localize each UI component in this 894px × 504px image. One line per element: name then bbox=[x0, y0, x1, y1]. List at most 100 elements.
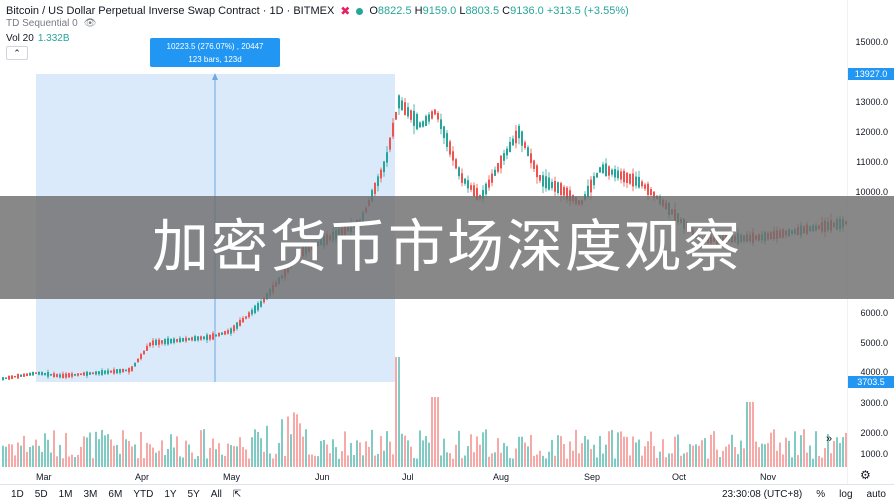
volume-bar bbox=[653, 446, 655, 467]
price-scale[interactable]: 15000.0 13927.0 13000.0 12000.0 11000.0 … bbox=[848, 0, 894, 460]
candle-body bbox=[371, 189, 373, 202]
volume-bar bbox=[14, 455, 16, 467]
volume-bar bbox=[254, 429, 256, 467]
candle-body bbox=[143, 350, 145, 355]
candle-body bbox=[437, 113, 439, 120]
range-1y[interactable]: 1Y bbox=[164, 489, 177, 500]
candle-body bbox=[626, 172, 628, 184]
goto-date-icon[interactable]: ⇱ bbox=[232, 489, 242, 500]
candle-body bbox=[521, 131, 523, 146]
clock-time[interactable]: 23:30:08 (UTC+8) bbox=[721, 489, 803, 500]
candle-body bbox=[599, 167, 601, 173]
collapse-legend-button[interactable]: ⌃ bbox=[6, 46, 28, 60]
candle-body bbox=[542, 175, 544, 187]
volume-bar bbox=[512, 458, 514, 467]
volume-bar bbox=[122, 430, 124, 467]
close-icon[interactable]: ✖ bbox=[340, 4, 351, 18]
eye-icon[interactable]: 👁 bbox=[83, 18, 97, 29]
candle-body bbox=[53, 373, 55, 378]
volume-bar bbox=[269, 453, 271, 467]
volume-bar bbox=[215, 449, 217, 467]
volume-bar bbox=[776, 450, 778, 467]
time-axis-month: Mar bbox=[36, 472, 52, 482]
volume-bar bbox=[146, 442, 148, 467]
bottom-toolbar: 1D 5D 1M 3M 6M YTD 1Y 5Y All ⇱ 23:30:08 … bbox=[0, 484, 894, 504]
volume-bar bbox=[449, 453, 451, 467]
volume-bar bbox=[83, 436, 85, 467]
volume-bar bbox=[206, 458, 208, 467]
volume-bar bbox=[515, 448, 517, 467]
volume-bar bbox=[191, 452, 193, 467]
candle-body bbox=[110, 370, 112, 373]
volume-bar bbox=[209, 447, 211, 467]
candle-body bbox=[629, 173, 631, 184]
candle-body bbox=[563, 187, 565, 196]
volume-bar bbox=[446, 452, 448, 467]
volume-bar bbox=[506, 446, 508, 467]
candle-body bbox=[404, 102, 406, 115]
volume-bar bbox=[638, 439, 640, 467]
volume-bar bbox=[41, 451, 43, 467]
volume-bar bbox=[758, 447, 760, 467]
range-1m[interactable]: 1M bbox=[58, 489, 73, 500]
volume-bar bbox=[716, 449, 718, 467]
price-tag-top: 13927.0 bbox=[848, 68, 894, 80]
volume-bar bbox=[482, 432, 484, 467]
candle-body bbox=[206, 334, 208, 341]
candle-body bbox=[203, 336, 205, 340]
volume-bar bbox=[332, 439, 334, 467]
symbol-title[interactable]: Bitcoin / US Dollar Perpetual Inverse Sw… bbox=[6, 5, 335, 17]
volume-bar bbox=[263, 451, 265, 467]
volume-bar bbox=[572, 450, 574, 467]
candle-body bbox=[173, 338, 175, 343]
volume-bar bbox=[287, 416, 289, 467]
candle-body bbox=[80, 373, 82, 376]
candle-body bbox=[23, 373, 25, 377]
candle-body bbox=[545, 176, 547, 189]
volume-bar bbox=[260, 438, 262, 467]
percent-toggle[interactable]: % bbox=[816, 489, 826, 500]
candle-body bbox=[551, 181, 553, 189]
volume-bar bbox=[302, 436, 304, 467]
range-5d[interactable]: 5D bbox=[34, 489, 48, 500]
candle-body bbox=[251, 309, 253, 315]
volume-bar bbox=[371, 429, 373, 467]
candle-body bbox=[149, 342, 151, 347]
candle-body bbox=[263, 297, 265, 303]
settings-gear-icon[interactable]: ⚙ bbox=[860, 468, 871, 482]
candle-body bbox=[179, 338, 181, 343]
volume-bar bbox=[761, 443, 763, 467]
volume-bar bbox=[98, 439, 100, 467]
indicator-name[interactable]: TD Sequential 0 bbox=[6, 18, 78, 29]
candle-body bbox=[56, 374, 58, 377]
candle-body bbox=[434, 109, 436, 115]
volume-bar bbox=[239, 437, 241, 467]
volume-bar bbox=[338, 458, 340, 467]
time-axis-month: Nov bbox=[760, 472, 777, 482]
candle-body bbox=[425, 116, 427, 126]
range-5y[interactable]: 5Y bbox=[187, 489, 200, 500]
volume-bar bbox=[731, 434, 733, 467]
volume-bar bbox=[770, 432, 772, 467]
range-all[interactable]: All bbox=[210, 489, 222, 500]
log-toggle[interactable]: log bbox=[839, 489, 853, 500]
scroll-right-icon: » bbox=[826, 433, 832, 445]
auto-toggle[interactable]: auto bbox=[866, 489, 886, 500]
range-6m[interactable]: 6M bbox=[108, 489, 123, 500]
candle-body bbox=[533, 160, 535, 169]
candle-body bbox=[395, 111, 397, 120]
volume-bar bbox=[794, 431, 796, 467]
range-ytd[interactable]: YTD bbox=[133, 489, 154, 500]
volume-bar bbox=[404, 435, 406, 467]
time-axis-month: Sep bbox=[584, 472, 601, 482]
range-1d[interactable]: 1D bbox=[11, 489, 24, 500]
price-tick: 5000.0 bbox=[860, 338, 888, 348]
volume-bar bbox=[812, 458, 814, 467]
price-tick: 10000.0 bbox=[855, 187, 888, 197]
volume-bar bbox=[386, 431, 388, 467]
range-3m[interactable]: 3M bbox=[83, 489, 98, 500]
candle-body bbox=[68, 373, 70, 378]
volume-bar bbox=[350, 442, 352, 467]
chart-header: Bitcoin / US Dollar Perpetual Inverse Sw… bbox=[6, 4, 629, 18]
volume-bar bbox=[578, 453, 580, 467]
